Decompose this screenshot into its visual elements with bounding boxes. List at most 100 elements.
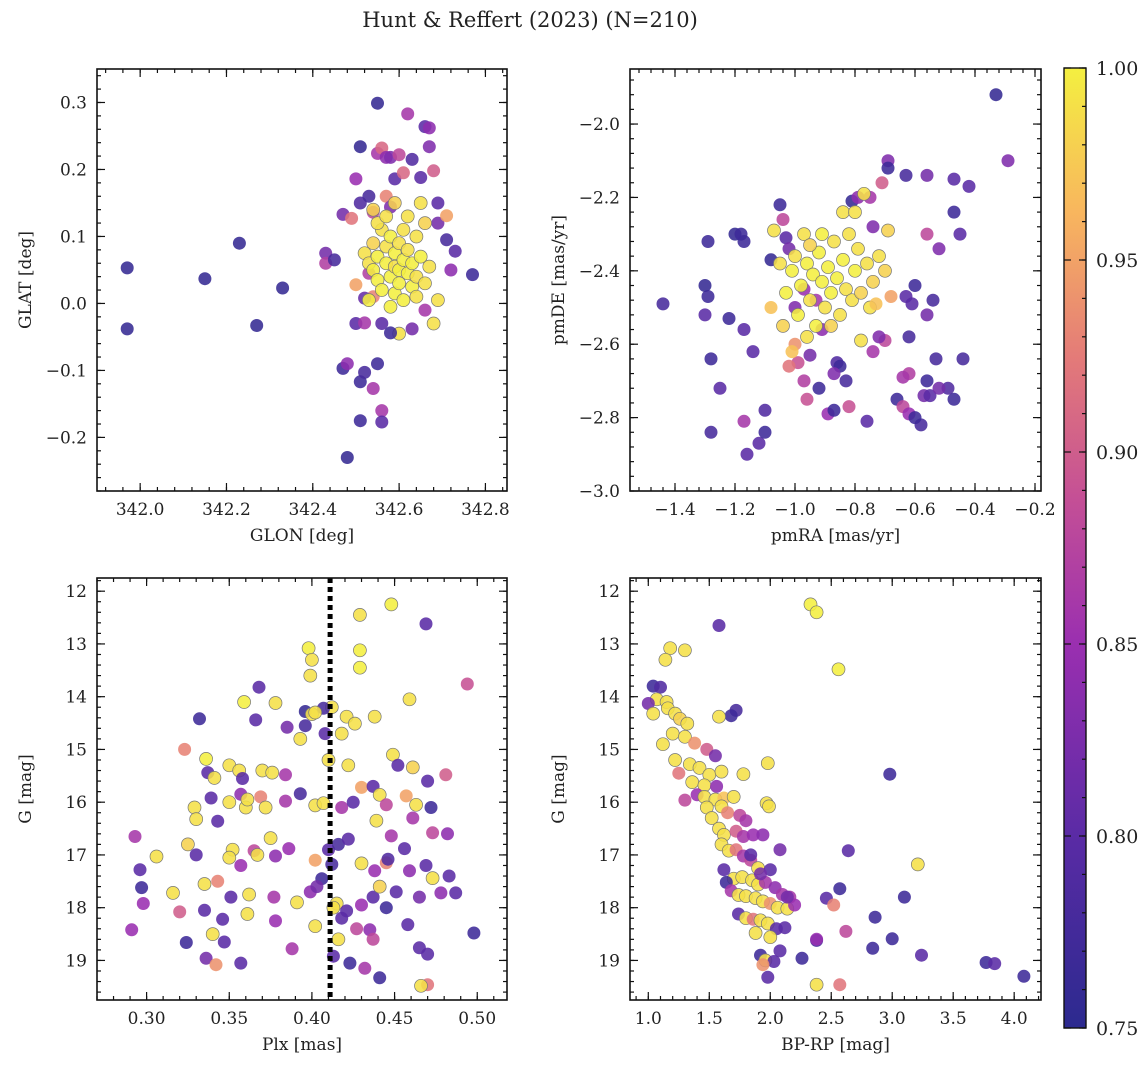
data-point	[401, 107, 415, 121]
data-point	[249, 713, 263, 727]
data-point	[839, 282, 853, 297]
data-point	[418, 216, 432, 230]
data-point	[405, 760, 420, 775]
data-point	[350, 922, 364, 936]
data-point	[250, 319, 264, 332]
data-point	[656, 737, 670, 752]
data-point	[234, 956, 248, 970]
data-point	[448, 244, 462, 258]
data-point	[752, 436, 766, 450]
data-point	[384, 829, 398, 843]
x-tick-label: 1.0	[635, 1009, 662, 1029]
data-point	[947, 205, 961, 219]
data-point	[692, 761, 707, 775]
data-point	[334, 726, 349, 741]
data-point	[254, 790, 268, 804]
data-point	[263, 831, 278, 845]
data-point	[654, 680, 667, 694]
data-point	[193, 712, 206, 726]
data-point	[678, 643, 692, 658]
data-point	[713, 381, 727, 395]
data-point	[149, 849, 164, 864]
data-point	[854, 285, 868, 300]
data-point	[845, 293, 859, 308]
x-tick-label: 4.0	[1001, 1009, 1028, 1029]
x-tick-label: −1.4	[654, 500, 695, 520]
data-point	[280, 720, 294, 734]
data-point	[318, 727, 332, 741]
data-point	[392, 276, 406, 291]
colorbar-tick-label: 0.95	[1096, 250, 1138, 272]
data-point	[698, 308, 712, 322]
data-point	[237, 695, 251, 709]
data-point	[929, 352, 943, 366]
data-point	[269, 914, 282, 928]
x-tick-label: −0.6	[894, 500, 935, 520]
y-tick-label: 0.3	[60, 93, 87, 113]
data-point	[744, 848, 758, 862]
data-point	[758, 403, 772, 417]
data-point	[409, 289, 424, 304]
data-point	[279, 768, 292, 782]
data-point	[136, 897, 150, 910]
data-point	[348, 716, 362, 731]
colorbar-tick-label: 0.90	[1096, 442, 1138, 464]
data-point	[353, 660, 367, 675]
data-point	[756, 828, 770, 842]
data-point	[384, 326, 397, 340]
data-point	[827, 898, 841, 912]
data-point	[398, 842, 411, 856]
x-tick-label: 3.0	[879, 1009, 906, 1029]
data-point	[779, 231, 793, 245]
data-point	[842, 400, 856, 414]
data-point	[414, 978, 428, 993]
data-point	[698, 279, 712, 292]
data-point	[989, 88, 1003, 102]
data-point	[419, 617, 433, 631]
data-point	[672, 766, 686, 780]
data-point	[932, 381, 946, 395]
data-point	[240, 792, 255, 807]
data-point	[396, 166, 410, 180]
data-point	[704, 425, 718, 439]
y-tick-label: −2.0	[579, 115, 620, 135]
data-point	[818, 300, 832, 315]
data-point	[762, 799, 776, 814]
data-point	[373, 971, 387, 985]
data-point	[250, 848, 265, 862]
data-point	[367, 709, 382, 724]
data-point	[369, 813, 384, 828]
data-point	[403, 864, 416, 878]
panel-glon-glat: 342.0 342.2 342.4 342.6 342.8 −0.2 −0.1 0.0 0.1 0…	[16, 68, 510, 546]
data-point	[722, 312, 736, 325]
x-tick-label: 342.8	[461, 500, 510, 520]
x-tick-label: 0.50	[458, 1009, 496, 1029]
data-point	[401, 918, 415, 932]
data-point	[756, 958, 770, 972]
data-point	[869, 297, 883, 311]
data-point	[812, 245, 826, 260]
data-point	[721, 806, 735, 820]
data-point	[797, 374, 811, 388]
data-point	[396, 293, 411, 307]
data-point	[776, 319, 790, 333]
x-tick-label: −0.8	[834, 500, 875, 520]
data-point	[353, 608, 367, 622]
data-point	[866, 345, 880, 359]
y-tick-label: 0.2	[60, 160, 87, 180]
data-point	[763, 863, 777, 877]
data-point	[426, 826, 440, 840]
data-point	[920, 227, 934, 241]
data-point	[910, 857, 925, 872]
y-tick-label: 18	[65, 899, 87, 919]
data-point	[737, 235, 751, 248]
data-point	[327, 253, 341, 267]
data-point	[941, 381, 955, 395]
data-point	[353, 643, 367, 658]
data-point	[340, 451, 354, 464]
data-point	[737, 323, 751, 336]
data-point	[422, 140, 436, 154]
data-point	[866, 274, 880, 289]
data-point	[848, 263, 862, 278]
